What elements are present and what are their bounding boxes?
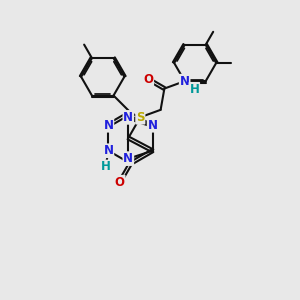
Text: N: N [103, 144, 113, 157]
Text: H: H [189, 83, 199, 96]
Text: N: N [123, 111, 133, 124]
Text: H: H [100, 160, 110, 173]
Text: N: N [180, 75, 190, 88]
Text: O: O [115, 176, 125, 189]
Text: O: O [143, 73, 153, 86]
Text: N: N [123, 152, 133, 165]
Text: N: N [148, 119, 158, 132]
Text: S: S [136, 111, 145, 124]
Text: N: N [103, 119, 113, 132]
